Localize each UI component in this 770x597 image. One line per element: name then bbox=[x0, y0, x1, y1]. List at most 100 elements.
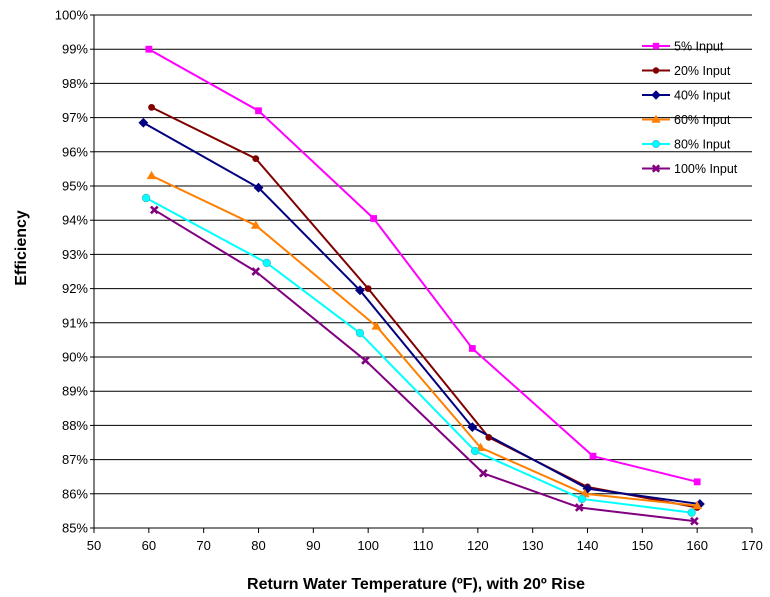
axes bbox=[90, 14, 753, 533]
grid-lines bbox=[94, 14, 752, 495]
legend-label: 5% Input bbox=[674, 40, 724, 54]
marker-stroke bbox=[651, 164, 661, 173]
y-tick-label: 94% bbox=[62, 213, 88, 228]
legend-label: 80% Input bbox=[674, 138, 731, 152]
data-point-80pct-input bbox=[141, 193, 151, 203]
x-tick-label: 130 bbox=[522, 538, 544, 553]
series-line-40pct-input bbox=[142, 121, 701, 506]
data-point-5pct-input bbox=[589, 452, 597, 460]
legend-label: 100% Input bbox=[674, 162, 738, 176]
data-point-20pct-input bbox=[485, 433, 493, 441]
data-point-60pct-input bbox=[146, 170, 157, 180]
x-tick-label: 60 bbox=[142, 538, 156, 553]
y-tick-label: 85% bbox=[62, 521, 88, 536]
data-point-5pct-input bbox=[145, 45, 153, 53]
series-line-5pct-input bbox=[148, 48, 698, 483]
legend-item-80pct-input: 80% Input bbox=[642, 138, 731, 152]
y-tick-labels: 85% 86% 87% 88% 89% 90% 91% 92% 93% 94% 95% 96% 97% 9… bbox=[55, 8, 89, 536]
data-point-80pct-input bbox=[577, 494, 587, 504]
data-point-5pct-input bbox=[468, 345, 476, 352]
marker-stroke bbox=[251, 267, 261, 276]
legend-marker bbox=[651, 164, 661, 173]
y-tick-label: 93% bbox=[62, 247, 88, 262]
legend-label: 20% Input bbox=[674, 64, 731, 78]
legend-marker bbox=[651, 140, 660, 149]
legend-item-60pct-input: 60% Input bbox=[642, 113, 731, 127]
data-point-100pct-input bbox=[690, 516, 699, 526]
y-tick-label: 88% bbox=[62, 418, 88, 433]
series-line-60pct-input bbox=[151, 174, 698, 507]
data-point-100pct-input bbox=[478, 468, 488, 478]
y-tick-label: 91% bbox=[62, 315, 88, 330]
data-point-20pct-input bbox=[364, 285, 372, 292]
x-tick-label: 140 bbox=[577, 538, 599, 553]
legend-item-100pct-input: 100% Input bbox=[642, 162, 738, 176]
y-tick-label: 92% bbox=[62, 281, 88, 296]
x-tick-label: 120 bbox=[467, 538, 489, 553]
y-tick-label: 97% bbox=[62, 110, 88, 125]
y-tick-label: 86% bbox=[62, 486, 88, 501]
x-tick-label: 90 bbox=[306, 538, 320, 553]
series-line-80pct-input bbox=[145, 197, 692, 514]
legend-item-5pct-input: 5% Input bbox=[642, 40, 724, 54]
y-tick-label: 89% bbox=[62, 384, 88, 399]
data-point-100pct-input bbox=[251, 267, 261, 276]
x-tick-label: 150 bbox=[631, 538, 653, 553]
x-tick-label: 50 bbox=[87, 538, 101, 553]
legend-marker bbox=[651, 114, 661, 123]
x-tick-labels: 50 60 70 80 90 100 110 120 130 140 150 160 170 bbox=[87, 538, 763, 553]
data-point-80pct-input bbox=[262, 258, 271, 268]
data-point-5pct-input bbox=[693, 478, 701, 486]
legend-label: 60% Input bbox=[674, 113, 731, 127]
x-axis-title: Return Water Temperature (ºF), with 20º … bbox=[247, 576, 585, 593]
data-point-60pct-input bbox=[371, 321, 382, 330]
x-tick-label: 160 bbox=[686, 538, 708, 553]
y-axis-title: Efficiency bbox=[13, 210, 30, 286]
data-point-40pct-input bbox=[253, 182, 264, 193]
y-tick-label: 87% bbox=[62, 452, 88, 467]
x-tick-label: 170 bbox=[741, 538, 763, 553]
data-point-100pct-input bbox=[574, 503, 584, 512]
data-point-5pct-input bbox=[370, 215, 378, 222]
marker-stroke bbox=[574, 503, 584, 512]
series-markers bbox=[138, 45, 705, 526]
y-tick-label: 99% bbox=[62, 42, 88, 57]
y-tick-label: 96% bbox=[62, 144, 88, 159]
data-point-20pct-input bbox=[252, 155, 260, 163]
data-point-100pct-input bbox=[361, 356, 370, 365]
y-tick-label: 100% bbox=[55, 8, 89, 23]
x-tick-label: 100 bbox=[357, 538, 379, 553]
data-point-40pct-input bbox=[467, 422, 478, 433]
x-tick-label: 110 bbox=[413, 538, 434, 553]
data-point-40pct-input bbox=[138, 117, 149, 128]
y-tick-label: 90% bbox=[62, 350, 88, 365]
legend-marker bbox=[652, 42, 660, 50]
series-line-20pct-input bbox=[151, 106, 698, 509]
data-point-80pct-input bbox=[470, 446, 480, 456]
data-point-100pct-input bbox=[149, 205, 159, 215]
legend-item-20pct-input: 20% Input bbox=[642, 64, 731, 78]
x-tick-label: 70 bbox=[196, 538, 210, 553]
data-point-5pct-input bbox=[255, 107, 262, 115]
data-point-60pct-input bbox=[250, 220, 261, 229]
data-point-80pct-input bbox=[687, 508, 696, 517]
legend-marker bbox=[651, 90, 661, 100]
legend-label: 40% Input bbox=[674, 89, 731, 103]
series-lines bbox=[142, 48, 701, 523]
marker-stroke bbox=[690, 516, 699, 526]
data-point-80pct-input bbox=[355, 328, 365, 338]
legend-marker bbox=[652, 67, 660, 74]
x-tick-label: 80 bbox=[251, 538, 265, 553]
data-point-20pct-input bbox=[148, 103, 155, 111]
marker-stroke bbox=[478, 468, 488, 478]
legend: 5% Input 20% Input 40% Input 60% Input 80% I… bbox=[642, 40, 738, 176]
legend-item-40pct-input: 40% Input bbox=[642, 89, 731, 103]
y-tick-label: 95% bbox=[62, 179, 88, 194]
data-point-40pct-input bbox=[355, 285, 365, 296]
marker-stroke bbox=[361, 356, 370, 365]
data-point-60pct-input bbox=[692, 500, 703, 510]
marker-stroke bbox=[149, 205, 159, 215]
y-tick-label: 98% bbox=[62, 76, 88, 91]
